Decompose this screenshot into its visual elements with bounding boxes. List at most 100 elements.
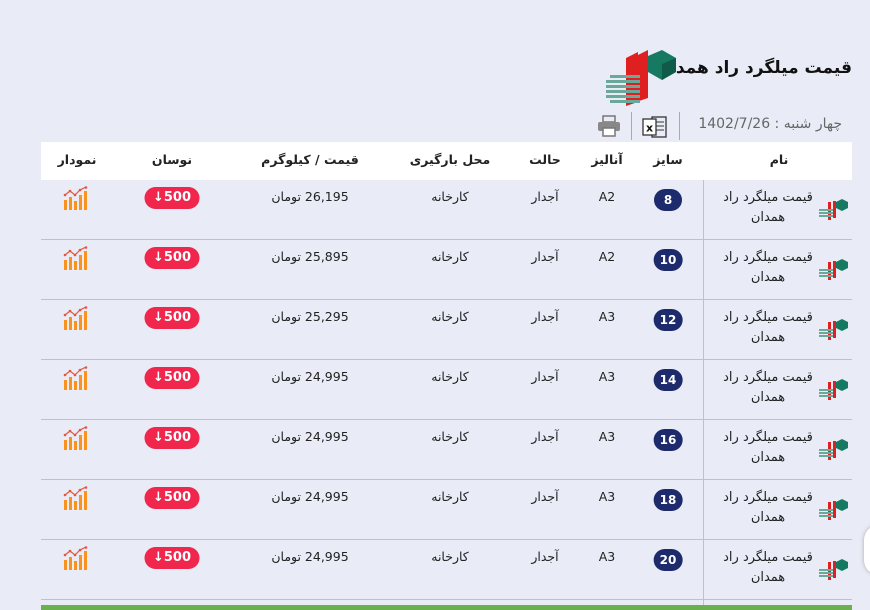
- arrow-down-icon: ↓: [152, 430, 164, 445]
- location-cell: کارخانه: [431, 369, 469, 384]
- arrow-down-icon: ↓: [152, 370, 164, 385]
- location-cell: کارخانه: [431, 429, 469, 444]
- table-row: قیمت میلگرد راد همدان 12 A3 آجدار کارخان…: [41, 300, 852, 360]
- col-change[interactable]: نوسان: [151, 152, 193, 167]
- product-name-link[interactable]: قیمت میلگرد راد همدان: [723, 250, 813, 285]
- product-name-link[interactable]: قیمت میلگرد راد همدان: [723, 310, 813, 345]
- product-logo-icon: [819, 379, 848, 400]
- chart-icon[interactable]: [63, 246, 89, 270]
- table-row: قیمت میلگرد راد همدان 16 A3 آجدار کارخان…: [41, 420, 852, 480]
- svg-text:x: x: [646, 122, 653, 135]
- change-badge: ↓500: [144, 487, 200, 509]
- chart-icon[interactable]: [63, 306, 89, 330]
- state-cell: آجدار: [531, 369, 559, 384]
- state-cell: آجدار: [531, 489, 559, 504]
- state-cell: آجدار: [531, 549, 559, 564]
- change-value: 500: [163, 190, 192, 205]
- brand-logo: [606, 50, 676, 106]
- divider: [679, 112, 680, 140]
- change-value: 500: [163, 310, 192, 325]
- table-row: قیمت میلگرد راد همدان 10 A2 آجدار کارخان…: [41, 240, 852, 300]
- page-title: قیمت میلگرد راد همدان: [655, 58, 853, 78]
- col-size[interactable]: سایز: [653, 152, 683, 167]
- change-badge: ↓500: [144, 367, 200, 389]
- printer-icon[interactable]: [597, 115, 621, 137]
- table-row: قیمت میلگرد راد همدان 8 A2 آجدار کارخانه…: [41, 180, 852, 240]
- change-badge: ↓500: [144, 187, 200, 209]
- date-label: چهار شنبه : 1402/7/26: [698, 116, 842, 132]
- change-value: 500: [163, 490, 192, 505]
- col-location[interactable]: محل بارگیری: [409, 152, 491, 167]
- change-value: 500: [163, 550, 192, 565]
- product-logo-icon: [819, 559, 848, 580]
- arrow-down-icon: ↓: [152, 250, 164, 265]
- col-state[interactable]: حالت: [529, 152, 561, 167]
- state-cell: آجدار: [531, 429, 559, 444]
- location-cell: کارخانه: [431, 189, 469, 204]
- analysis-cell: A3: [598, 489, 616, 504]
- table-row: قیمت میلگرد راد همدان 20 A3 آجدار کارخان…: [41, 540, 852, 600]
- size-pill: 16: [653, 429, 683, 451]
- product-logo-icon: [819, 439, 848, 460]
- product-name-link[interactable]: قیمت میلگرد راد همدان: [723, 370, 813, 405]
- size-pill: 10: [653, 249, 683, 271]
- location-cell: کارخانه: [431, 489, 469, 504]
- arrow-down-icon: ↓: [152, 550, 164, 565]
- chart-icon[interactable]: [63, 186, 89, 210]
- analysis-cell: A3: [598, 549, 616, 564]
- chart-icon[interactable]: [63, 546, 89, 570]
- location-cell: کارخانه: [431, 549, 469, 564]
- size-pill: 18: [653, 489, 683, 511]
- price-cell: 26,195 تومان: [271, 189, 349, 204]
- table-row: قیمت میلگرد راد همدان 18 A3 آجدار کارخان…: [41, 480, 852, 540]
- scroll-button[interactable]: [864, 525, 870, 575]
- size-pill: 8: [654, 189, 682, 211]
- state-cell: آجدار: [531, 249, 559, 264]
- price-cell: 25,295 تومان: [271, 309, 349, 324]
- price-cell: 25,895 تومان: [271, 249, 349, 264]
- product-name-link[interactable]: قیمت میلگرد راد همدان: [723, 430, 813, 465]
- analysis-cell: A3: [598, 309, 616, 324]
- product-logo-icon: [819, 259, 848, 280]
- arrow-down-icon: ↓: [152, 490, 164, 505]
- price-cell: 24,995 تومان: [271, 369, 349, 384]
- analysis-cell: A3: [598, 369, 616, 384]
- product-logo-icon: [819, 199, 848, 220]
- size-pill: 20: [653, 549, 683, 571]
- excel-icon[interactable]: x: [642, 115, 668, 139]
- table-row: قیمت میلگرد راد همدان 14 A3 آجدار کارخان…: [41, 360, 852, 420]
- state-cell: آجدار: [531, 189, 559, 204]
- change-badge: ↓500: [144, 307, 200, 329]
- price-cell: 24,995 تومان: [271, 429, 349, 444]
- product-name-link[interactable]: قیمت میلگرد راد همدان: [723, 490, 813, 525]
- change-value: 500: [163, 250, 192, 265]
- analysis-cell: A2: [598, 189, 616, 204]
- col-price[interactable]: قیمت / کیلوگرم: [261, 152, 359, 167]
- table-header: نام سایز آنالیز حالت محل بارگیری قیمت / …: [41, 142, 852, 180]
- change-badge: ↓500: [144, 247, 200, 269]
- price-cell: 24,995 تومان: [271, 549, 349, 564]
- divider: [631, 112, 632, 140]
- location-cell: کارخانه: [431, 309, 469, 324]
- change-value: 500: [163, 430, 192, 445]
- product-logo-icon: [819, 319, 848, 340]
- column-divider: [703, 180, 704, 610]
- product-logo-icon: [819, 499, 848, 520]
- chart-icon[interactable]: [63, 366, 89, 390]
- arrow-down-icon: ↓: [152, 190, 164, 205]
- location-cell: کارخانه: [431, 249, 469, 264]
- chart-icon[interactable]: [63, 486, 89, 510]
- size-pill: 14: [653, 369, 683, 391]
- price-cell: 24,995 تومان: [271, 489, 349, 504]
- size-pill: 12: [653, 309, 683, 331]
- col-analysis[interactable]: آنالیز: [591, 152, 623, 167]
- footer-bar: [41, 605, 852, 610]
- chart-icon[interactable]: [63, 426, 89, 450]
- product-name-link[interactable]: قیمت میلگرد راد همدان: [723, 190, 813, 225]
- col-chart[interactable]: نمودار: [57, 152, 97, 167]
- analysis-cell: A2: [598, 249, 616, 264]
- analysis-cell: A3: [598, 429, 616, 444]
- product-name-link[interactable]: قیمت میلگرد راد همدان: [723, 550, 813, 585]
- col-name[interactable]: نام: [769, 152, 789, 167]
- arrow-down-icon: ↓: [152, 310, 164, 325]
